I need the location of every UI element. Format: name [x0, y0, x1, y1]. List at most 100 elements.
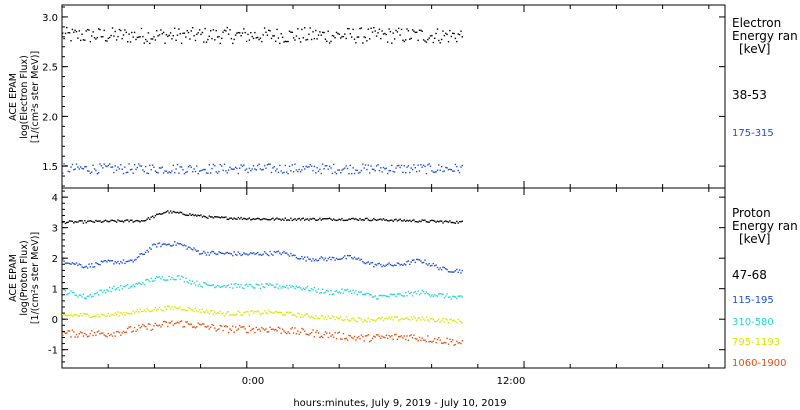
- data-point: [352, 28, 354, 31]
- data-point: [245, 310, 248, 313]
- data-point: [241, 165, 244, 167]
- data-point: [103, 220, 105, 222]
- data-point: [255, 283, 257, 285]
- data-point: [302, 165, 304, 168]
- data-point: [452, 271, 454, 273]
- data-point: [110, 333, 112, 336]
- data-point: [133, 31, 136, 34]
- data-point: [345, 316, 347, 318]
- data-point: [322, 257, 324, 259]
- data-point: [172, 308, 174, 311]
- data-point: [169, 32, 172, 34]
- data-point: [288, 312, 291, 314]
- data-point: [369, 172, 371, 174]
- data-point: [85, 334, 87, 336]
- data-point: [443, 170, 446, 172]
- data-point: [85, 30, 87, 32]
- data-point: [187, 166, 190, 168]
- data-point: [167, 305, 169, 307]
- data-point: [115, 221, 118, 223]
- data-point: [460, 272, 462, 274]
- data-point: [149, 323, 151, 325]
- data-point: [226, 285, 228, 287]
- data-point: [304, 168, 306, 170]
- data-point: [439, 293, 441, 295]
- data-point: [88, 295, 90, 297]
- data-point: [164, 320, 166, 323]
- data-point: [310, 287, 313, 290]
- data-point: [183, 213, 186, 216]
- data-point: [461, 340, 463, 342]
- data-point: [288, 255, 291, 257]
- data-point: [211, 309, 213, 312]
- data-point: [340, 219, 342, 221]
- electron-y-axis-label: ACE EPAM log(Electron Flux) [1/(cm²s ste…: [8, 51, 41, 143]
- data-point: [398, 219, 400, 221]
- data-point: [193, 168, 195, 170]
- data-point: [115, 169, 118, 171]
- data-point: [387, 41, 389, 43]
- data-point: [257, 283, 259, 286]
- data-point: [91, 316, 93, 319]
- data-point: [201, 252, 204, 255]
- data-point: [261, 40, 263, 43]
- data-point: [210, 252, 212, 254]
- data-point: [284, 164, 286, 167]
- data-point: [306, 256, 309, 258]
- data-point: [70, 290, 72, 292]
- data-point: [120, 260, 122, 263]
- data-point: [348, 218, 350, 220]
- data-point: [85, 313, 87, 315]
- data-point: [248, 217, 251, 219]
- data-point: [138, 311, 140, 313]
- data-point: [221, 37, 223, 40]
- data-point: [279, 164, 281, 167]
- data-point: [100, 165, 103, 167]
- data-point: [298, 168, 300, 171]
- data-point: [93, 168, 96, 170]
- data-point: [369, 294, 371, 296]
- data-point: [85, 297, 87, 299]
- data-point: [286, 219, 288, 221]
- data-point: [450, 221, 452, 224]
- data-point: [96, 262, 98, 265]
- data-point: [252, 312, 255, 314]
- data-point: [431, 294, 433, 296]
- data-point: [413, 164, 415, 166]
- data-point: [395, 218, 397, 220]
- data-point: [327, 168, 329, 170]
- data-point: [363, 167, 365, 169]
- data-point: [223, 315, 226, 317]
- data-point: [288, 165, 291, 167]
- data-point: [461, 322, 463, 324]
- data-point: [110, 290, 112, 293]
- data-point: [229, 314, 231, 317]
- data-point: [223, 163, 226, 165]
- data-point: [171, 245, 173, 247]
- data-point: [454, 222, 457, 224]
- data-point: [389, 318, 392, 320]
- data-point: [380, 167, 382, 169]
- data-point: [272, 217, 274, 219]
- data-point: [452, 170, 454, 172]
- data-point: [348, 173, 350, 175]
- data-point: [263, 251, 266, 253]
- data-point: [164, 306, 166, 308]
- data-point: [147, 309, 150, 312]
- data-point: [91, 35, 93, 37]
- data-point: [399, 166, 401, 169]
- data-point: [77, 37, 79, 39]
- data-point: [429, 318, 432, 320]
- data-point: [326, 218, 328, 220]
- data-point: [176, 321, 179, 324]
- data-point: [78, 220, 80, 222]
- data-point: [351, 36, 353, 38]
- data-point: [145, 310, 147, 313]
- data-point: [86, 28, 89, 31]
- data-point: [422, 291, 425, 293]
- data-point: [422, 261, 425, 264]
- data-point: [380, 218, 382, 220]
- data-point: [254, 253, 256, 255]
- data-point: [316, 38, 318, 40]
- data-point: [337, 258, 339, 261]
